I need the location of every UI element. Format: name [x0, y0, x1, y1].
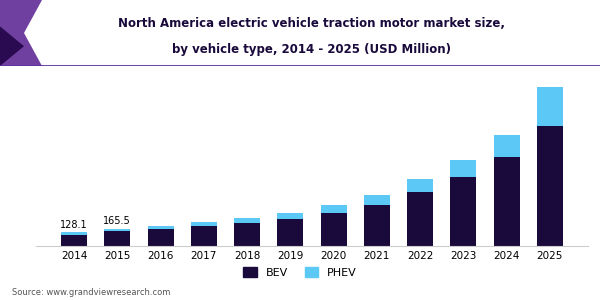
Bar [451, 160, 476, 177]
Legend: BEV, PHEV: BEV, PHEV [239, 263, 361, 282]
Bar [104, 231, 130, 246]
Bar [148, 226, 173, 229]
Bar [191, 226, 217, 246]
Polygon shape [0, 26, 24, 66]
Bar [61, 232, 87, 235]
Bar [537, 87, 563, 126]
Bar [61, 235, 87, 246]
Bar [537, 126, 563, 246]
Bar [320, 213, 347, 246]
Bar [277, 213, 304, 219]
Text: 128.1: 128.1 [60, 220, 88, 230]
Bar [277, 219, 304, 246]
Bar [364, 195, 390, 205]
Bar [104, 229, 130, 231]
Bar [407, 179, 433, 192]
Polygon shape [0, 0, 42, 66]
Text: Source: www.grandviewresearch.com: Source: www.grandviewresearch.com [12, 288, 170, 297]
Text: by vehicle type, 2014 - 2025 (USD Million): by vehicle type, 2014 - 2025 (USD Millio… [173, 43, 452, 56]
Bar [494, 157, 520, 246]
Bar [320, 206, 347, 213]
Bar [364, 205, 390, 246]
Bar [191, 223, 217, 226]
Bar [148, 229, 173, 246]
Text: 165.5: 165.5 [103, 216, 131, 226]
Bar [407, 192, 433, 246]
Bar [234, 218, 260, 223]
Bar [451, 177, 476, 246]
Bar [494, 135, 520, 157]
Bar [234, 223, 260, 246]
Text: North America electric vehicle traction motor market size,: North America electric vehicle traction … [119, 16, 505, 30]
